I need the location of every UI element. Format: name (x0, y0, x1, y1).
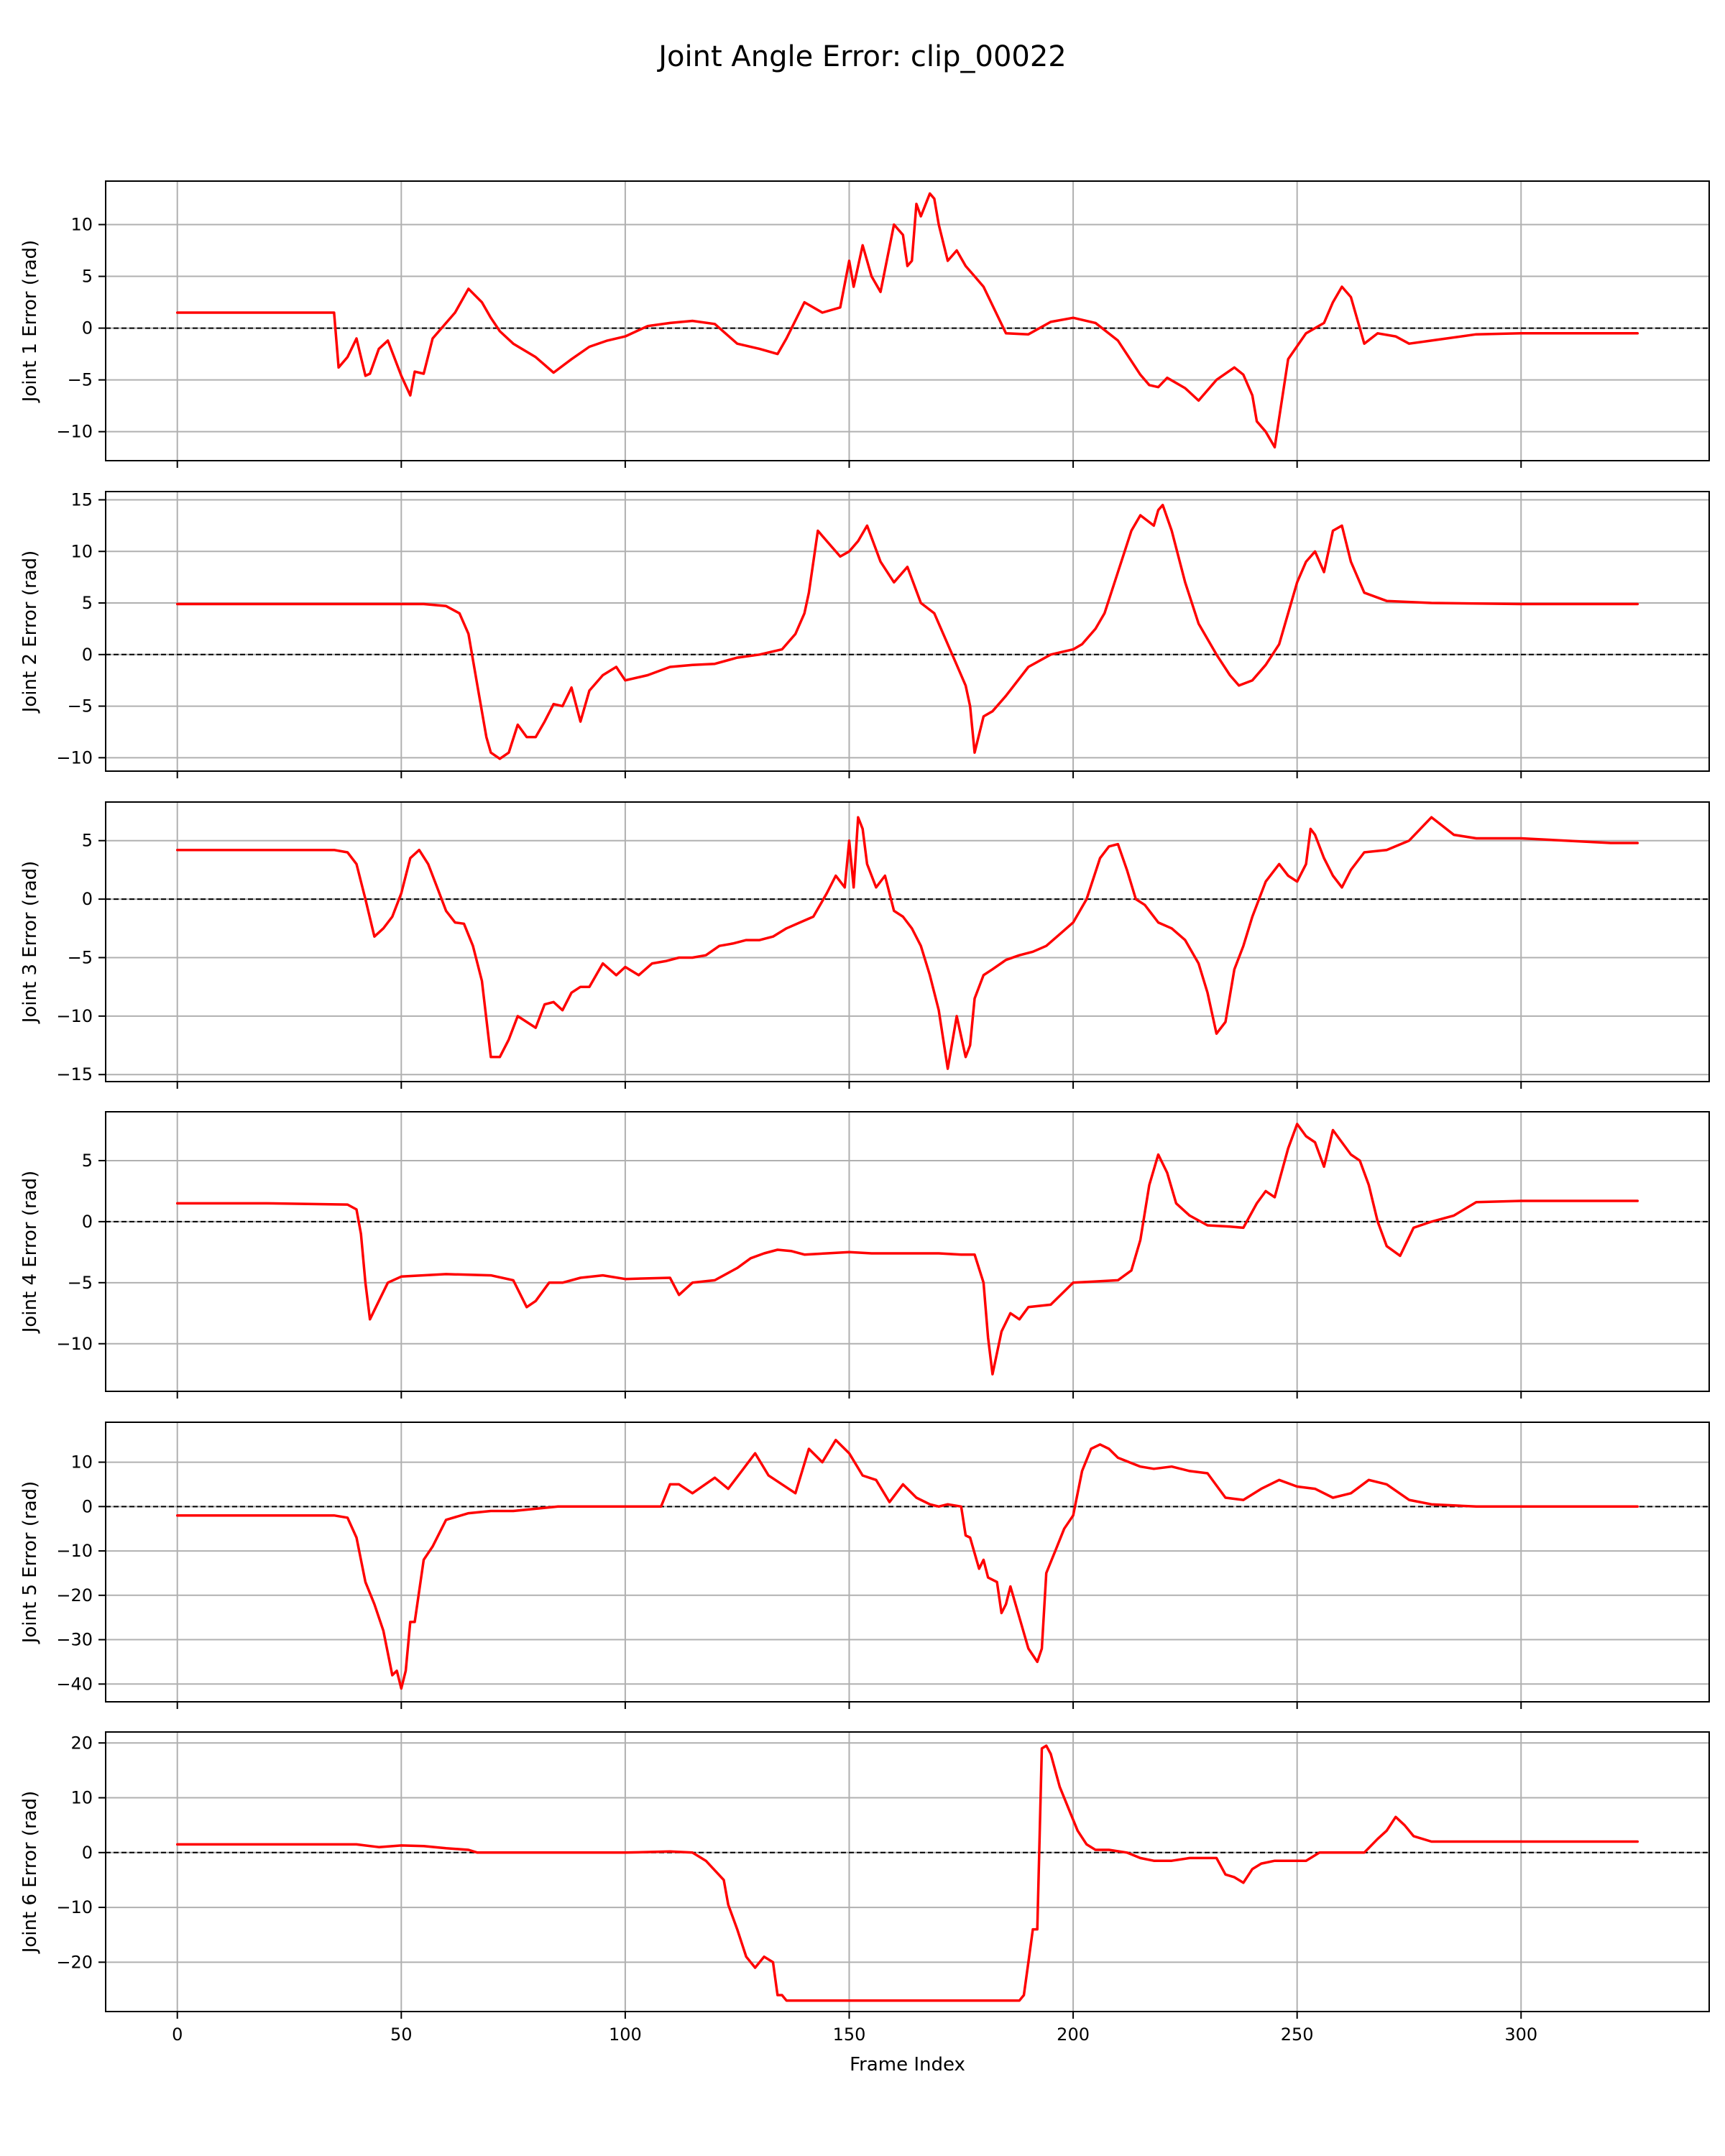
y-tick-label: −40 (56, 1674, 93, 1694)
y-tick-label: −10 (56, 1897, 93, 1917)
y-tick-label: −10 (56, 422, 93, 442)
y-axis-label: Joint 6 Error (rad) (19, 1791, 41, 1955)
error-series-line (175, 1438, 1639, 1690)
axes-frame (105, 180, 1710, 461)
x-axis-label: Frame Index (850, 2054, 965, 2076)
y-axis-label: Joint 5 Error (rad) (19, 1481, 41, 1645)
y-tick-label: −10 (56, 1006, 93, 1026)
y-tick-label: −20 (56, 1585, 93, 1606)
y-tick-label: 15 (70, 489, 93, 510)
y-tick-label: −30 (56, 1630, 93, 1650)
subplot-joint-1: −10 −5 0 5 10 Joint 1 Error (rad) (19, 180, 1710, 468)
subplot-joint-3: −15 −10 −5 0 5 Joint 3 Error (rad) (19, 801, 1710, 1089)
y-tick-label: −5 (68, 947, 93, 967)
y-tick-label: 10 (70, 215, 93, 235)
error-series-line (175, 1744, 1639, 2002)
y-tick-label: 5 (82, 831, 93, 851)
y-tick-label: −10 (56, 747, 93, 768)
y-axis-label: Joint 1 Error (rad) (19, 240, 41, 404)
y-tick-label: 0 (82, 645, 93, 665)
y-tick-label: 5 (82, 1151, 93, 1171)
y-tick-label: 0 (82, 889, 93, 909)
y-tick-label: 0 (82, 1496, 93, 1516)
x-tick-label: 150 (833, 2024, 866, 2045)
error-series-line (175, 816, 1639, 1070)
subplot-joint-4: −10 −5 0 5 Joint 4 Error (rad) (19, 1111, 1710, 1399)
x-tick-label: 100 (609, 2024, 642, 2045)
y-tick-label: −20 (56, 1952, 93, 1972)
y-tick-label: −10 (56, 1334, 93, 1354)
x-tick-label: 250 (1281, 2024, 1314, 2045)
y-tick-label: 10 (70, 1788, 93, 1808)
y-tick-label: 0 (82, 318, 93, 338)
subplot-joint-2: −10 −5 0 5 10 15 Joint 2 Error (rad) (19, 489, 1710, 778)
x-tick-label: 200 (1057, 2024, 1090, 2045)
y-axis-label: Joint 3 Error (rad) (19, 861, 41, 1025)
y-tick-label: 10 (70, 541, 93, 561)
y-tick-label: 5 (82, 593, 93, 613)
y-tick-label: −5 (68, 370, 93, 390)
subplots: −10 −5 0 5 10 Joint 1 Error (rad) −10 −5 0 5 10 15 J… (19, 180, 1710, 2076)
subplot-joint-6: 0 50 100 150 200 250 300 −20 −10 0 10 20 Joint 6 Err… (19, 1731, 1710, 2076)
y-tick-label: 10 (70, 1452, 93, 1473)
y-axis-label: Joint 2 Error (rad) (19, 550, 41, 714)
figure-title: Joint Angle Error: clip_00022 (656, 40, 1067, 73)
y-tick-label: −5 (68, 696, 93, 717)
y-tick-label: −5 (68, 1273, 93, 1293)
error-series-line (175, 503, 1639, 760)
axes-frame (105, 1111, 1710, 1392)
axes-frame (105, 1422, 1710, 1703)
x-tick-label: 300 (1504, 2024, 1537, 2045)
error-series-line (175, 192, 1639, 449)
x-tick-label: 0 (172, 2024, 183, 2045)
axes-frame (105, 801, 1710, 1082)
axes-frame (105, 1731, 1710, 2012)
y-tick-label: 0 (82, 1212, 93, 1232)
y-axis-label: Joint 4 Error (rad) (19, 1171, 41, 1335)
error-series-line (175, 1123, 1639, 1376)
y-tick-label: 20 (70, 1733, 93, 1753)
y-tick-label: −10 (56, 1541, 93, 1561)
y-tick-label: −15 (56, 1064, 93, 1084)
subplot-joint-5: −40 −30 −20 −10 0 10 Joint 5 Error (rad) (19, 1422, 1710, 1709)
y-tick-label: 5 (82, 267, 93, 287)
x-tick-label: 50 (390, 2024, 413, 2045)
axes-frame (105, 491, 1710, 772)
y-tick-label: 0 (82, 1843, 93, 1863)
